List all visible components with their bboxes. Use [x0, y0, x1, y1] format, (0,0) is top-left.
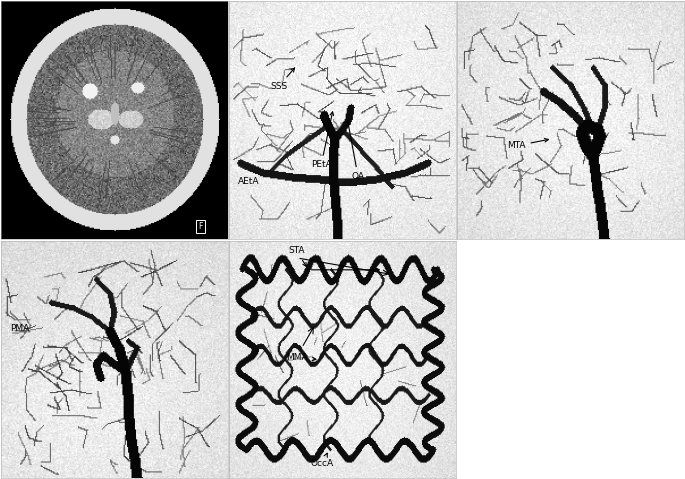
Text: MMA: MMA: [286, 353, 316, 362]
Text: STA: STA: [288, 246, 306, 266]
Text: MTA: MTA: [507, 138, 548, 150]
Text: OA: OA: [347, 121, 364, 181]
Text: F: F: [199, 222, 203, 231]
Text: AEtA: AEtA: [238, 177, 260, 186]
Text: PMA: PMA: [10, 324, 29, 333]
Text: OccA: OccA: [311, 453, 334, 468]
Text: PEtA: PEtA: [311, 112, 334, 169]
Text: SSS: SSS: [270, 68, 295, 91]
